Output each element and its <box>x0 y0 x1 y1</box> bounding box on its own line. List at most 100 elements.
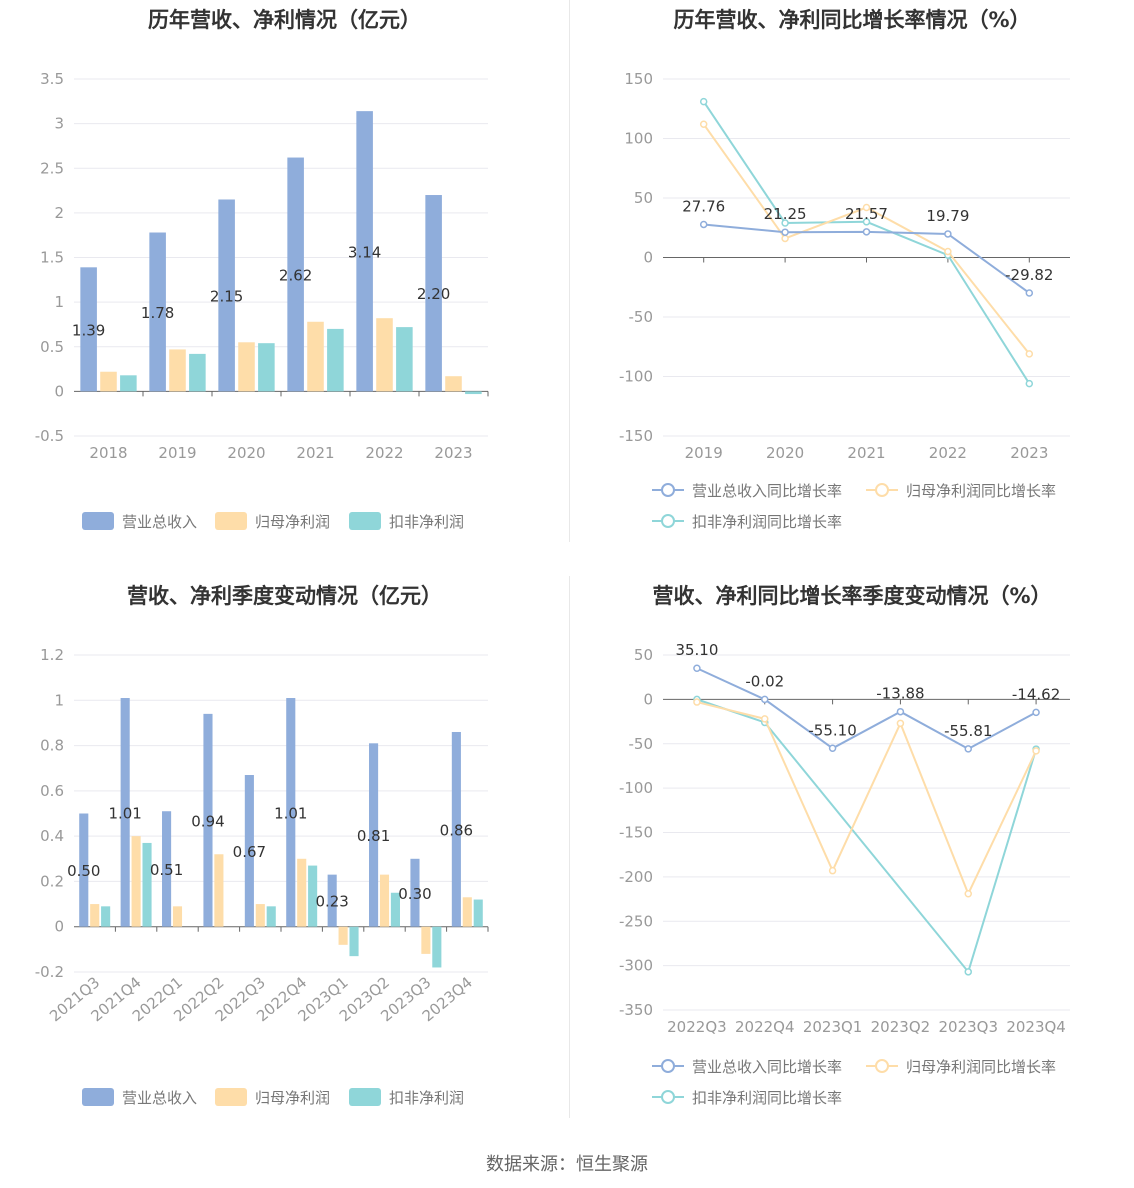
bar-营业总收入 <box>80 267 97 392</box>
x-tick-label: 2023 <box>434 444 472 462</box>
bar-扣非净利润 <box>465 391 482 395</box>
legend-label: 归母净利润 <box>255 513 330 531</box>
bar-扣非净利润 <box>189 353 206 392</box>
y-tick-label: 0 <box>643 249 653 267</box>
point-归母净利润同比增长率 <box>1032 747 1040 755</box>
bar-扣非净利润 <box>266 906 276 927</box>
point-营业总收入同比增长率 <box>862 228 871 236</box>
annual-line-chart: -150 -100 -50 0 50 100 150 2019 2020 2021 2022 2023… <box>619 70 1070 531</box>
y-tick-label: -50 <box>629 735 654 753</box>
y-tick-label: 0.8 <box>40 737 64 755</box>
bar-营业总收入 <box>356 111 373 392</box>
y-tick-label: 3 <box>54 115 64 133</box>
bar-归母净利润 <box>169 349 186 392</box>
bar-归母净利润 <box>214 854 224 927</box>
point-归母净利润同比增长率 <box>699 120 708 128</box>
point-营业总收入同比增长率 <box>1025 289 1034 297</box>
x-tick-label: 2022Q3 <box>667 1018 727 1036</box>
line-营业总收入同比增长率 <box>696 667 1037 751</box>
y-tick-label: 0 <box>643 690 653 708</box>
legend-label: 营业总收入 <box>122 513 197 531</box>
data-label: -0.02 <box>745 672 784 690</box>
legend-swatch <box>82 1088 114 1106</box>
chart-title: 历年营收、净利情况（亿元） <box>148 8 421 32</box>
y-tick-label: 1 <box>54 691 64 709</box>
y-tick-label: -150 <box>619 427 653 445</box>
y-tick-label: 3.5 <box>40 70 64 88</box>
bar-归母净利润 <box>307 321 324 392</box>
bar-营业总收入 <box>327 874 337 927</box>
bar-归母净利润 <box>90 904 100 927</box>
point-营业总收入同比增长率 <box>828 744 837 753</box>
vertical-divider-bottom <box>569 576 570 1118</box>
y-tick-label: 0.2 <box>40 872 64 890</box>
data-label: 1.78 <box>141 304 174 322</box>
y-tick-label: -100 <box>619 368 653 386</box>
y-tick-label: 1 <box>54 293 64 311</box>
bar-归母净利润 <box>131 836 141 927</box>
y-tick-label: 0 <box>54 382 64 400</box>
point-归母净利润同比增长率 <box>862 203 871 212</box>
point-营业总收入同比增长率 <box>944 230 952 238</box>
y-tick-label: 150 <box>624 70 653 88</box>
y-tick-label: 1.2 <box>40 646 64 664</box>
bar-扣非净利润 <box>258 343 275 392</box>
legend-swatch <box>215 512 247 530</box>
data-label: -14.62 <box>1012 685 1060 703</box>
data-label: -55.81 <box>944 722 992 740</box>
bar-扣非净利润 <box>349 926 359 957</box>
point-营业总收入同比增长率 <box>761 695 769 704</box>
legend-marker <box>875 483 889 497</box>
data-label: 19.79 <box>926 207 969 225</box>
y-tick-label: 0.4 <box>40 827 64 845</box>
line-扣非净利润同比增长率 <box>702 101 1031 385</box>
x-tick-label: 2023Q3 <box>938 1018 998 1036</box>
data-label: 0.30 <box>398 885 431 903</box>
legend-label: 扣非净利润 <box>389 1089 464 1107</box>
y-tick-label: 1.5 <box>40 249 64 267</box>
bar-营业总收入 <box>287 157 304 392</box>
bar-归母净利润 <box>445 376 462 392</box>
y-tick-label: -0.5 <box>35 427 64 445</box>
x-tick-label: 2020 <box>227 444 265 462</box>
legend-label: 扣非净利润同比增长率 <box>692 1089 842 1107</box>
bar-营业总收入 <box>120 698 130 927</box>
data-label: 21.57 <box>845 205 888 223</box>
y-tick-label: 100 <box>624 130 653 148</box>
point-营业总收入同比增长率 <box>693 664 701 672</box>
bar-归母净利润 <box>172 906 183 927</box>
annual-growth-panel: 历年营收、净利同比增长率情况（%） -150 -100 -50 0 50 100 150 20… <box>570 0 1134 545</box>
x-tick-label: 2023Q1 <box>803 1018 863 1036</box>
data-label: 21.25 <box>764 205 807 223</box>
y-tick-label: -100 <box>619 779 653 797</box>
y-tick-label: 0.5 <box>40 338 64 356</box>
x-tick-label: 2023 <box>1010 444 1048 462</box>
y-tick-label: -200 <box>619 868 653 886</box>
y-tick-label: -350 <box>619 1001 653 1019</box>
bar-归母净利润 <box>376 318 393 392</box>
vertical-divider-top <box>569 0 570 542</box>
point-扣非净利润同比增长率 <box>781 219 789 227</box>
legend-label: 归母净利润同比增长率 <box>906 482 1056 500</box>
bar-营业总收入 <box>218 199 235 392</box>
point-营业总收入同比增长率 <box>1032 708 1040 717</box>
bar-归母净利润 <box>238 342 255 392</box>
data-label: 0.94 <box>191 812 224 830</box>
bar-营业总收入 <box>410 858 420 927</box>
data-label: 0.67 <box>233 843 266 861</box>
x-tick-label: 2021 <box>296 444 334 462</box>
data-label: 0.51 <box>150 861 183 879</box>
point-营业总收入同比增长率 <box>699 220 708 229</box>
bar-营业总收入 <box>162 811 172 927</box>
point-营业总收入同比增长率 <box>964 745 972 753</box>
bar-扣非净利润 <box>473 899 483 927</box>
y-tick-label: 50 <box>634 646 653 664</box>
bar-归母净利润 <box>297 858 307 927</box>
legend-swatch <box>349 1088 381 1106</box>
annual-bar-chart: -0.5 0 0.5 1 1.5 2 2.5 3 3.5 2018 2019 2020 2021 2022… <box>35 70 489 531</box>
bar-营业总收入 <box>79 813 89 927</box>
bar-归母净利润 <box>338 926 348 945</box>
legend-swatch <box>349 512 381 530</box>
legend-marker <box>661 483 675 497</box>
legend-marker <box>875 1059 889 1073</box>
